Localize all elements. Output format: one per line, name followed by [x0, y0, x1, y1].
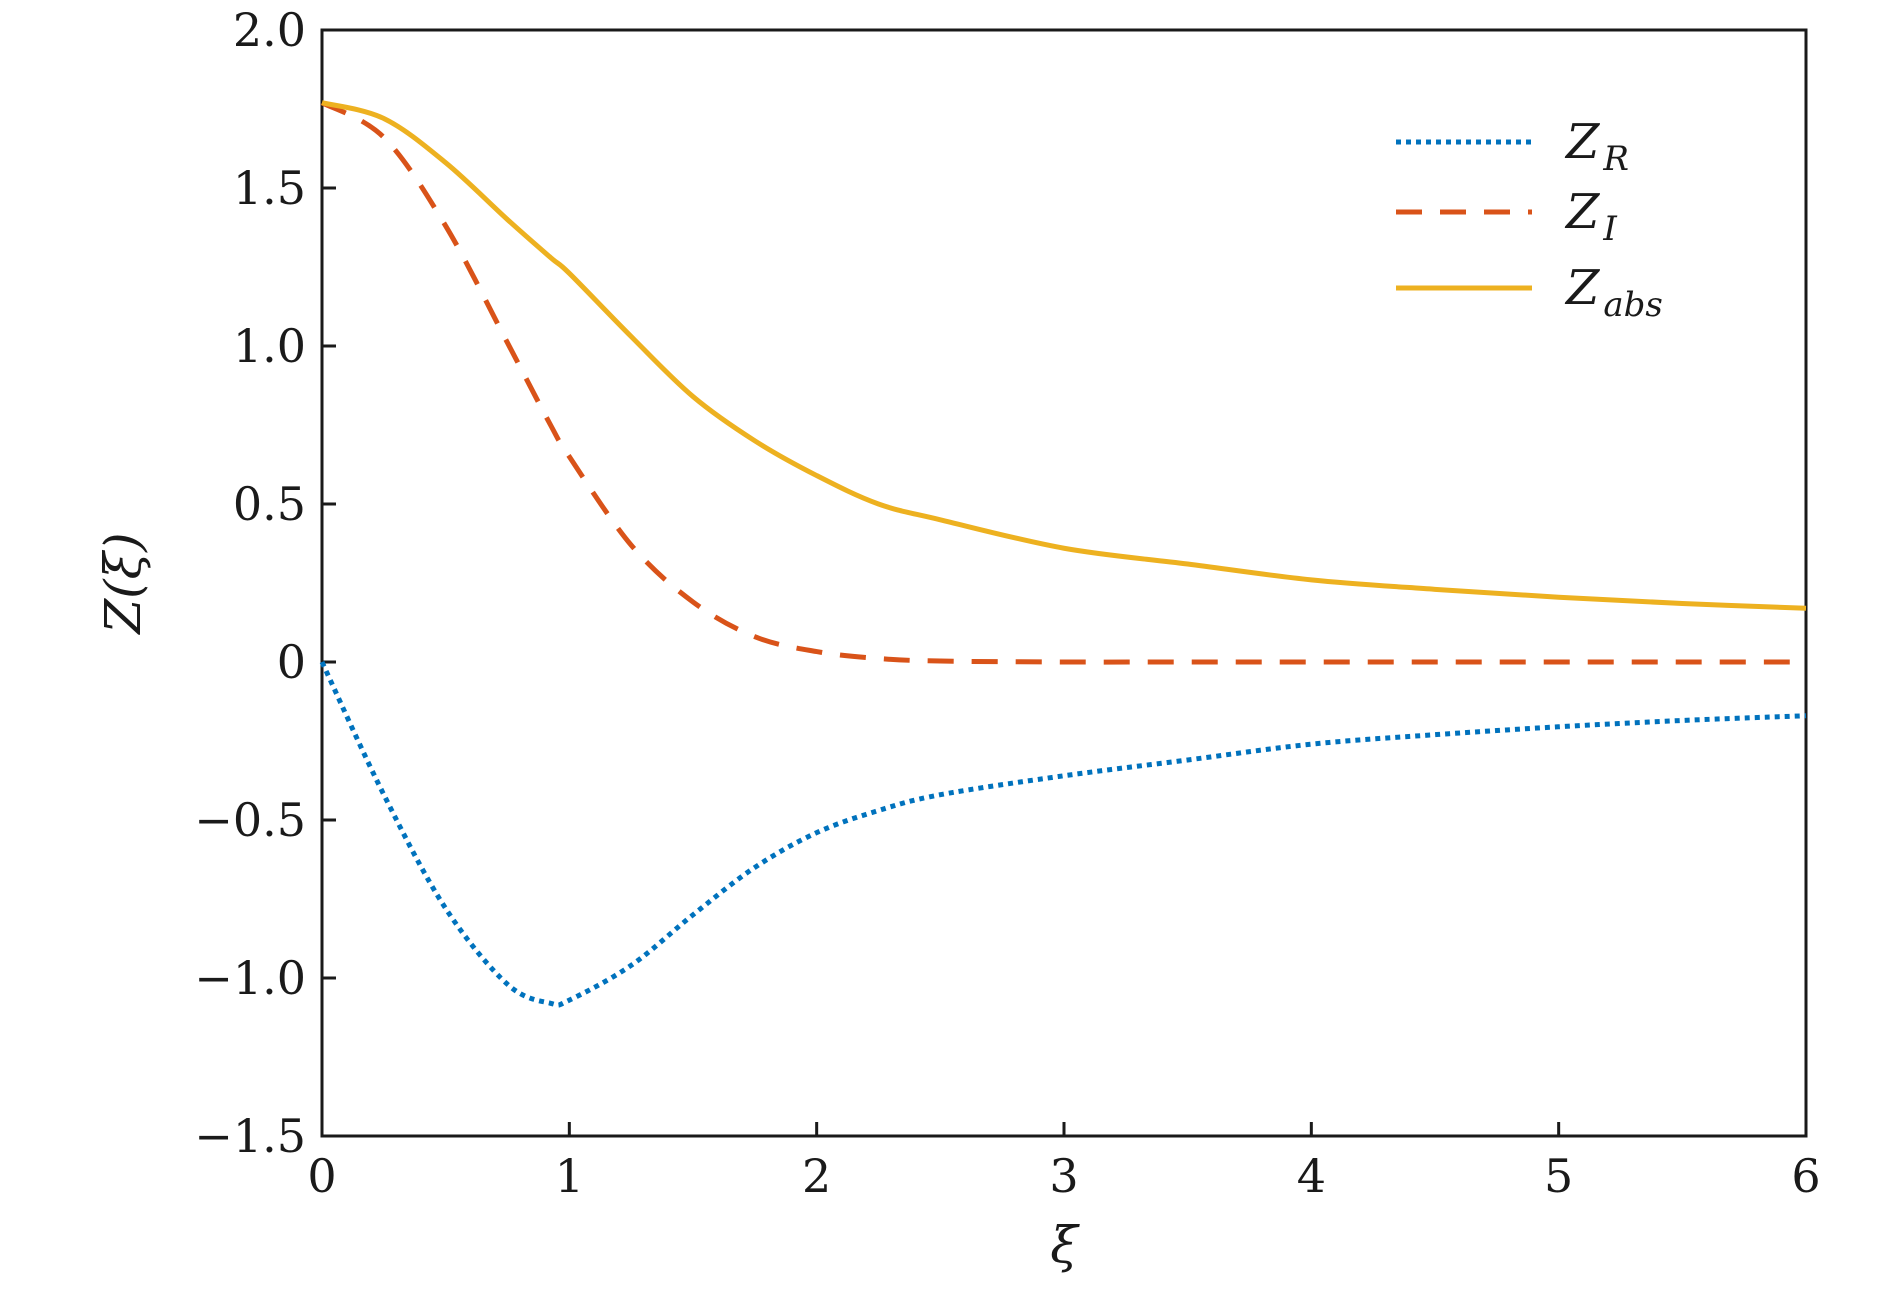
y-tick-label: 1.0 [233, 319, 306, 373]
y-tick-label: 1.5 [233, 161, 306, 215]
x-tick-label: 5 [1544, 1149, 1573, 1203]
legend-label-subscript: I [1602, 209, 1617, 249]
x-axis: 0 1 2 3 4 5 6 [307, 1122, 1821, 1203]
y-tick-label: 0.5 [233, 477, 306, 531]
y-axis-label: Z(ξ) [94, 532, 152, 635]
x-tick-label: 1 [555, 1149, 584, 1203]
legend: Z RZ I Z abs [1396, 114, 1663, 325]
y-tick-label: −0.5 [194, 793, 306, 847]
series-line-z-r [319, 660, 1807, 1008]
y-axis: −1.5 −1.0 −0.5 0 0.5 1.0 1.5 2.0 [194, 3, 336, 1163]
x-axis-label: ξ [1050, 1216, 1080, 1274]
x-tick-label: 4 [1297, 1149, 1326, 1203]
x-tick-label: 3 [1049, 1149, 1078, 1203]
x-tick-label: 2 [802, 1149, 831, 1203]
x-tick-label: 6 [1791, 1149, 1820, 1203]
series-line-z-i [320, 100, 1806, 665]
legend-label-subscript: R [1602, 139, 1629, 179]
y-tick-label: −1.0 [194, 951, 306, 1005]
legend-label-subscript: abs [1603, 285, 1662, 325]
y-tick-label: −1.5 [194, 1109, 306, 1163]
x-tick-label: 0 [307, 1149, 336, 1203]
series-line-z-abs [321, 100, 1807, 611]
y-tick-label: 0 [277, 635, 306, 689]
y-tick-label: 2.0 [233, 3, 306, 57]
series-layer [319, 100, 1807, 1008]
